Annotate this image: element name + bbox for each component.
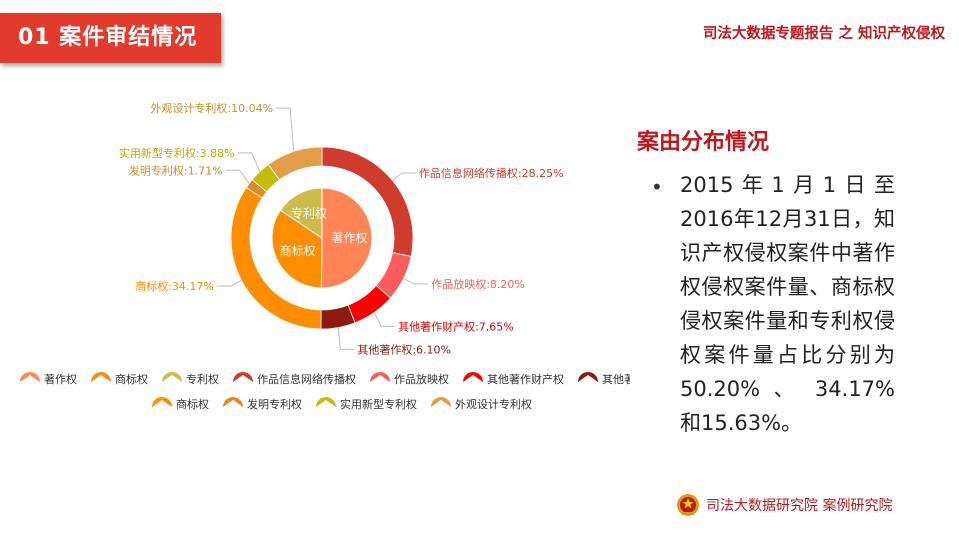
- callout-line-6: [237, 152, 261, 172]
- callout-label-1: 作品放映权:8.20%: [431, 277, 525, 291]
- callout-label-3: 其他著作权:6.10%: [357, 342, 451, 356]
- inner-slice-label-1: 商标权: [280, 243, 316, 258]
- slice-callouts: 作品信息网络传播权:28.25% 作品放映权:8.20% 其他著作财产权:7.65%…: [119, 101, 564, 356]
- callout-line-3: [337, 327, 355, 350]
- callout-line-0: [392, 172, 416, 181]
- legend-label-1-2: 实用新型专利权: [340, 397, 417, 411]
- legend-label-1-3: 外观设计专利权: [455, 397, 532, 411]
- court-emblem-icon: [677, 494, 699, 516]
- legend-swatch-0-4: [370, 372, 390, 382]
- legend-label-0-3: 作品信息网络传播权: [257, 372, 356, 386]
- legend-swatch-0-6: [578, 372, 598, 382]
- chart-legend: 著作权商标权专利权作品信息网络传播权作品放映权其他著作财产权其他著作权商标权发明…: [20, 372, 630, 411]
- footer: 司法大数据研究院 案例研究院: [676, 490, 892, 520]
- callout-label-5: 发明专利权:1.71%: [129, 163, 223, 177]
- outer-slice-3: [320, 304, 356, 330]
- legend-swatch-1-1: [223, 397, 243, 407]
- callout-label-7: 外观设计专利权:10.04%: [150, 101, 273, 115]
- outer-slice-7: [267, 146, 323, 181]
- callout-line-4: [216, 279, 242, 287]
- legend-label-0-6: 其他著作权: [602, 372, 630, 386]
- legend-label-0-5: 其他著作财产权: [487, 372, 564, 386]
- section-title: 案由分布情况: [637, 130, 770, 155]
- inner-slice-label-2: 专利权: [291, 206, 327, 221]
- callout-label-4: 商标权:34.17%: [135, 279, 214, 293]
- legend-label-0-4: 作品放映权: [394, 372, 449, 386]
- legend-swatch-0-0: [20, 372, 40, 382]
- legend-swatch-1-3: [431, 397, 451, 407]
- callout-line-7: [276, 107, 295, 152]
- legend-label-0-1: 商标权: [115, 372, 148, 386]
- bullet-marker: •: [651, 175, 663, 199]
- legend-swatch-0-1: [91, 372, 111, 382]
- callout-line-2: [373, 312, 396, 327]
- legend-label-0-0: 著作权: [44, 372, 77, 386]
- legend-label-1-0: 商标权: [176, 397, 209, 411]
- callout-label-0: 作品信息网络传播权:28.25%: [419, 166, 564, 180]
- callout-label-6: 实用新型专利权:3.88%: [119, 146, 235, 160]
- callout-label-2: 其他著作财产权:7.65%: [398, 319, 514, 333]
- footer-text: 司法大数据研究院 案例研究院: [706, 498, 893, 514]
- legend-label-1-1: 发明专利权: [247, 397, 302, 411]
- legend-label-0-2: 专利权: [186, 372, 219, 386]
- legend-swatch-1-0: [152, 397, 172, 407]
- outer-ring: [230, 146, 414, 330]
- legend-swatch-0-2: [162, 372, 182, 382]
- report-title: 司法大数据专题报告 之 知识产权侵权: [702, 26, 945, 42]
- inner-slice-label-0: 著作权: [331, 231, 367, 245]
- section-tab-title: 01 案件审结情况: [0, 13, 221, 63]
- legend-swatch-1-2: [316, 397, 336, 407]
- callout-line-5: [225, 169, 250, 184]
- inner-slice-2: [279, 187, 323, 239]
- legend-swatch-0-3: [233, 372, 253, 382]
- inner-slice-0: [320, 187, 373, 289]
- description-text: 2015年1月1日至2016年12月31日，知识产权侵权案件中著作权侵权案件量、…: [680, 173, 895, 435]
- callout-line-1: [403, 278, 429, 285]
- legend-swatch-0-5: [463, 372, 483, 382]
